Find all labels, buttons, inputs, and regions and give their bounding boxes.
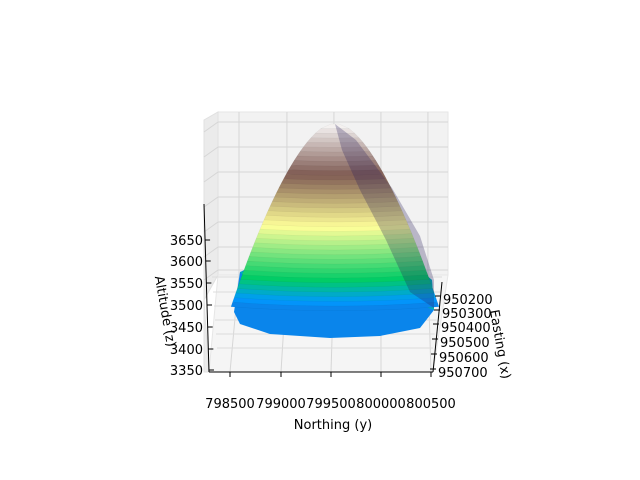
y-tick-label: 950400 — [441, 321, 491, 336]
x-tick-label: 800500 — [406, 397, 456, 412]
z-tick-label: 3400 — [170, 343, 203, 358]
z-tick-label: 3650 — [170, 234, 203, 249]
surface-band — [314, 128, 356, 134]
y-axis-line — [432, 281, 443, 373]
grid-line-z-side — [203, 146, 219, 158]
x-tick-label: 799000 — [256, 397, 306, 412]
y-tick-label: 950200 — [443, 293, 493, 308]
y-tick-label: 950500 — [440, 336, 490, 351]
grid-line-z-side — [203, 196, 219, 208]
x-ticks: 798500 799000 799500 800000 800500 — [205, 372, 456, 412]
grid-line-z-side — [203, 246, 219, 258]
z-tick-label: 3600 — [170, 255, 203, 270]
surface-plot — [230, 123, 440, 338]
x-tick-label: 800000 — [356, 397, 406, 412]
z-tick-label: 3550 — [170, 277, 203, 292]
grid-line-z-side — [203, 221, 219, 233]
z-tick-label: 3500 — [170, 299, 203, 314]
z-ticks: 3350 3400 3450 3500 3550 3600 3650 — [170, 234, 214, 379]
grid-line-z-side — [203, 121, 219, 133]
y-tick-label: 950300 — [442, 307, 492, 322]
z-tick-label: 3350 — [170, 364, 203, 379]
y-tick-label: 950600 — [439, 351, 489, 366]
surface-band — [320, 123, 350, 129]
surface-shadow — [335, 124, 434, 308]
y-tick-label: 950700 — [438, 366, 488, 381]
axes — [203, 203, 443, 373]
y-axis-label: Easting (x) — [486, 309, 513, 381]
left-pane — [203, 111, 219, 373]
grid-line-z-side — [203, 171, 219, 183]
x-axis-label: Northing (y) — [294, 418, 372, 433]
x-tick-label: 799500 — [306, 397, 356, 412]
z-tick-label: 3450 — [170, 321, 203, 336]
z-axis-line — [203, 203, 210, 373]
x-tick-label: 798500 — [205, 397, 255, 412]
